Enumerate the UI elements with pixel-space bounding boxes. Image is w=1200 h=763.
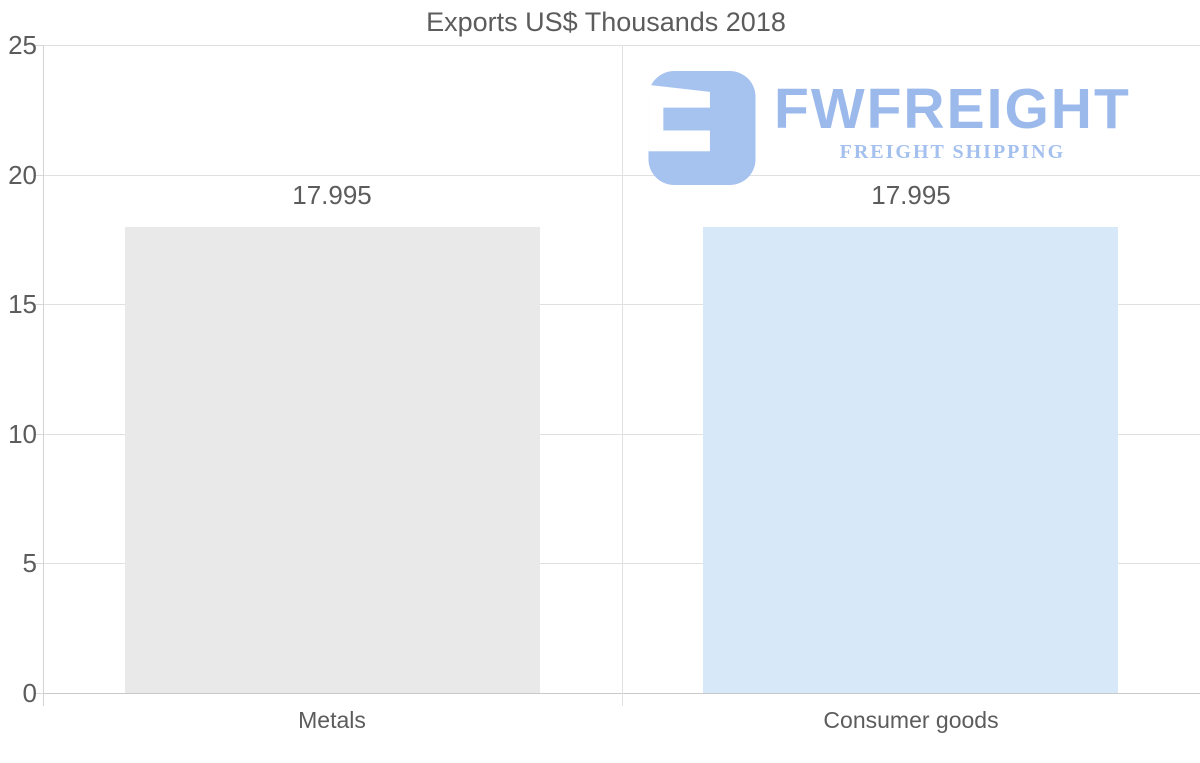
y-tick-mark-0 xyxy=(35,693,43,694)
brand-watermark: FWFREIGHT FREIGHT SHIPPING xyxy=(648,71,1131,185)
bar-value-label-consumer-goods: 17.995 xyxy=(871,180,951,210)
gridline-y-0 xyxy=(43,693,1200,694)
y-tick-mark-10 xyxy=(35,434,43,435)
y-tick-label-0: 0 xyxy=(22,678,37,708)
y-tick-label-20: 20 xyxy=(8,160,37,190)
gridline-y-20 xyxy=(43,175,1200,176)
gridline-y-15 xyxy=(43,304,1200,305)
bar-metals xyxy=(125,227,540,693)
y-tick-mark-15 xyxy=(35,304,43,305)
bar-consumer-goods xyxy=(703,227,1118,693)
gridline-y-10 xyxy=(43,434,1200,435)
category-divider-line xyxy=(622,45,623,706)
y-tick-label-10: 10 xyxy=(8,419,37,449)
gridline-y-25 xyxy=(43,45,1200,46)
y-axis-line xyxy=(43,45,44,706)
y-tick-mark-25 xyxy=(35,45,43,46)
bar-value-label-metals: 17.995 xyxy=(292,180,372,210)
x-axis-label-consumer-goods: Consumer goods xyxy=(823,707,999,733)
gridline-y-5 xyxy=(43,563,1200,564)
chart-title: Exports US$ Thousands 2018 xyxy=(426,7,786,37)
y-tick-mark-20 xyxy=(35,175,43,176)
y-tick-label-5: 5 xyxy=(22,548,37,578)
brand-tagline: FREIGHT SHIPPING xyxy=(839,141,1066,163)
y-tick-mark-5 xyxy=(35,563,43,564)
brand-text-block: FWFREIGHT FREIGHT SHIPPING xyxy=(774,77,1131,164)
fwfreight-logo-icon xyxy=(648,71,756,185)
y-tick-label-15: 15 xyxy=(8,289,37,319)
brand-wordmark: FWFREIGHT xyxy=(774,77,1131,141)
y-tick-label-25: 25 xyxy=(8,30,37,60)
x-axis-label-metals: Metals xyxy=(298,707,366,733)
